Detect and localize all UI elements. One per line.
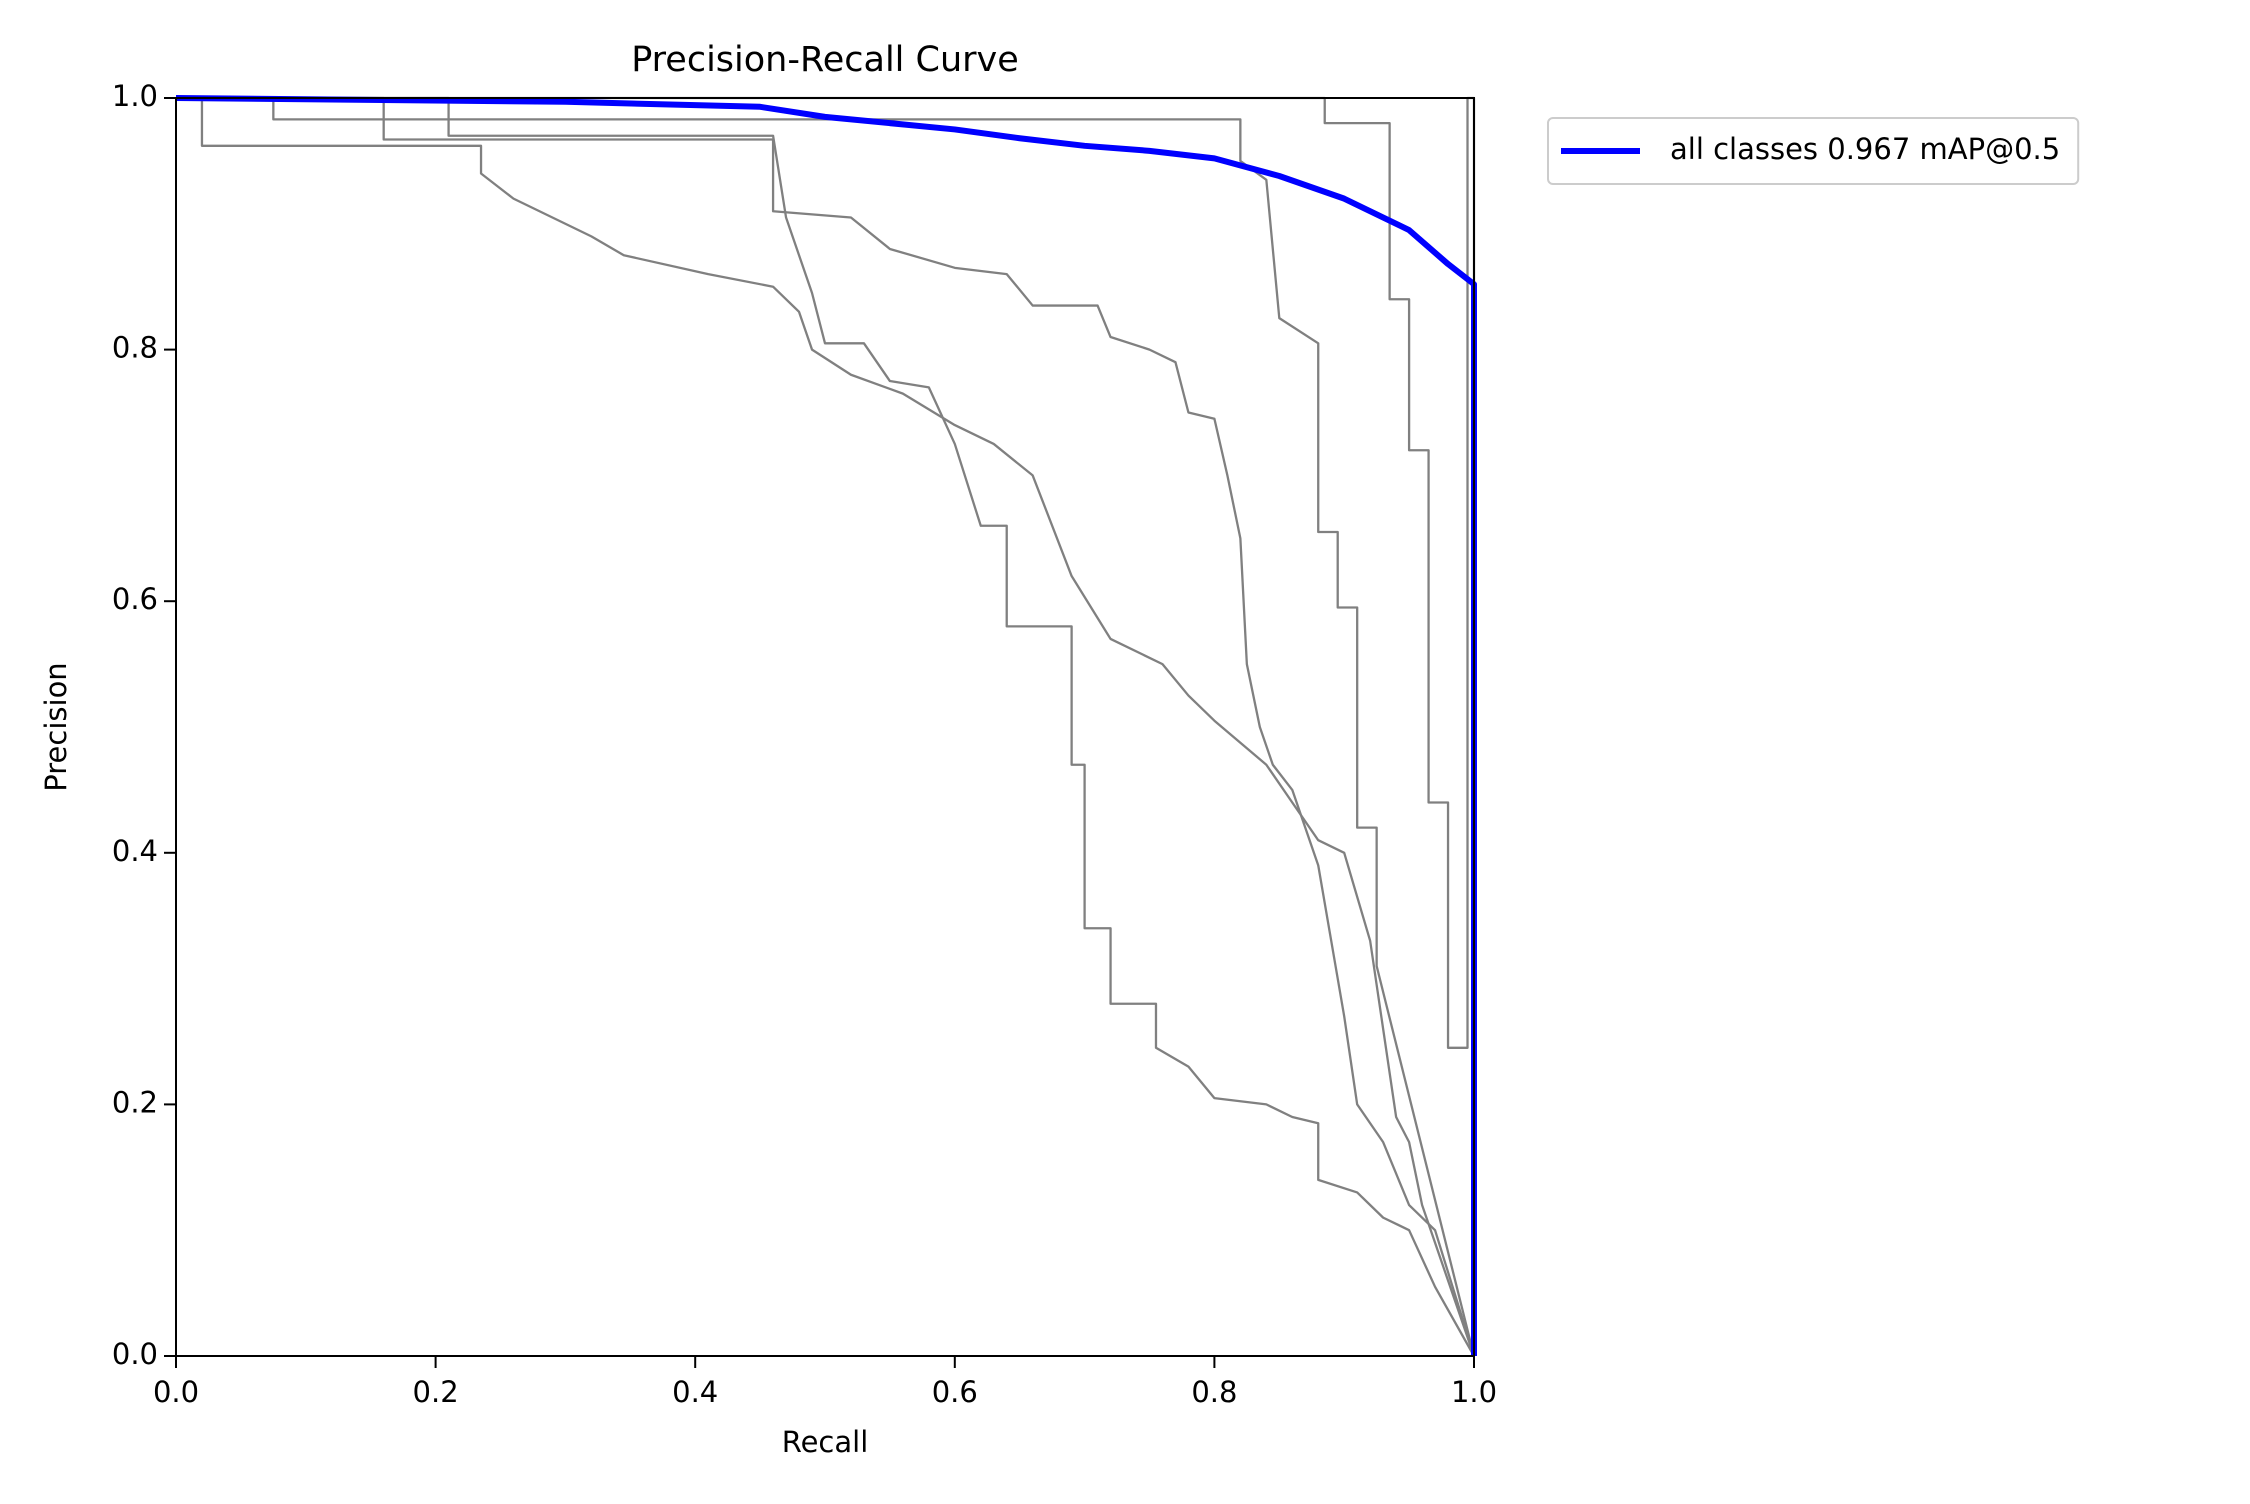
x-tick-label: 0.8 [1191, 1375, 1237, 1409]
y-tick-label: 0.2 [112, 1085, 158, 1119]
y-tick-label: 0.4 [112, 834, 158, 868]
pr-curve-class [176, 96, 1476, 1357]
x-tick-label: 0.4 [672, 1375, 718, 1409]
y-axis-label: Precision [39, 662, 73, 791]
x-tick-label: 0.0 [153, 1375, 199, 1409]
pr-curve-all [175, 95, 1477, 1356]
chart-title: Precision-Recall Curve [631, 40, 1019, 80]
y-tick-label: 0.8 [112, 331, 158, 365]
pr-curve-class [176, 96, 1476, 1357]
y-tick-label: 1.0 [112, 79, 158, 113]
y-tick-label: 0.6 [112, 582, 158, 616]
x-tick-label: 0.6 [932, 1375, 978, 1409]
y-tick-label: 0.0 [112, 1337, 158, 1371]
legend-box [1547, 117, 2080, 185]
x-tick-label: 1.0 [1451, 1375, 1497, 1409]
x-axis-label: Recall [782, 1425, 869, 1459]
legend-label: all classes 0.967 mAP@0.5 [1670, 132, 2060, 166]
pr-curve-class [176, 96, 1476, 1357]
pr-curve-class [176, 96, 1476, 1356]
pr-curve-class [176, 96, 1476, 1357]
plot-frame [175, 97, 1475, 1357]
x-tick-label: 0.2 [413, 1375, 459, 1409]
